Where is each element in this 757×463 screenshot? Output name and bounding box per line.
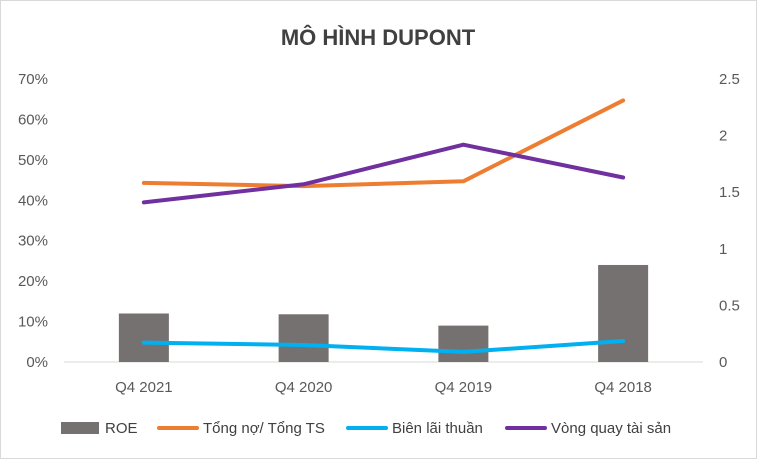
right-tick-label: 1	[719, 241, 727, 258]
roe-bar	[278, 314, 329, 362]
left-tick-label: 40%	[18, 192, 48, 209]
right-axis: 0 0.5 1 1.5 2 2.5	[719, 71, 740, 371]
legend-label: Biên lãi thuần	[392, 420, 483, 437]
roe-bars	[118, 264, 649, 362]
left-tick-label: 20%	[18, 273, 48, 290]
legend-label: Tổng nợ/ Tổng TS	[203, 420, 325, 437]
x-tick-label: Q4 2019	[435, 379, 493, 396]
legend-label: ROE	[105, 420, 138, 437]
left-tick-label: 30%	[18, 233, 48, 250]
series-line-vong-quay-tai-san	[141, 142, 626, 205]
chart-title: MÔ HÌNH DUPONT	[281, 25, 476, 50]
roe-bar	[118, 313, 169, 362]
left-tick-label: 0%	[26, 354, 48, 371]
right-tick-label: 0.5	[719, 297, 740, 314]
left-tick-label: 70%	[18, 71, 48, 88]
legend-label: Vòng quay tài sản	[551, 420, 671, 437]
right-tick-label: 1.5	[719, 184, 740, 201]
x-tick-label: Q4 2021	[115, 379, 173, 396]
x-axis: Q4 2021 Q4 2020 Q4 2019 Q4 2018	[115, 379, 652, 396]
left-tick-label: 10%	[18, 314, 48, 331]
x-tick-label: Q4 2020	[275, 379, 333, 396]
right-tick-label: 2.5	[719, 71, 740, 88]
roe-bar	[598, 264, 649, 362]
left-tick-label: 60%	[18, 111, 48, 128]
right-tick-label: 0	[719, 354, 727, 371]
series-line-bien-lai-thuan	[141, 338, 626, 354]
left-axis: 0% 10% 20% 30% 40% 50% 60% 70%	[18, 71, 48, 371]
left-tick-label: 50%	[18, 152, 48, 169]
legend: ROE Tổng nợ/ Tổng TS Biên lãi thuần Vòng qu…	[61, 420, 671, 437]
legend-swatch	[61, 422, 99, 434]
x-tick-label: Q4 2018	[594, 379, 652, 396]
roe-bar	[438, 325, 489, 362]
series-line-tong-no-tong-ts	[141, 98, 626, 189]
right-tick-label: 2	[719, 128, 727, 145]
line-series	[141, 98, 626, 354]
